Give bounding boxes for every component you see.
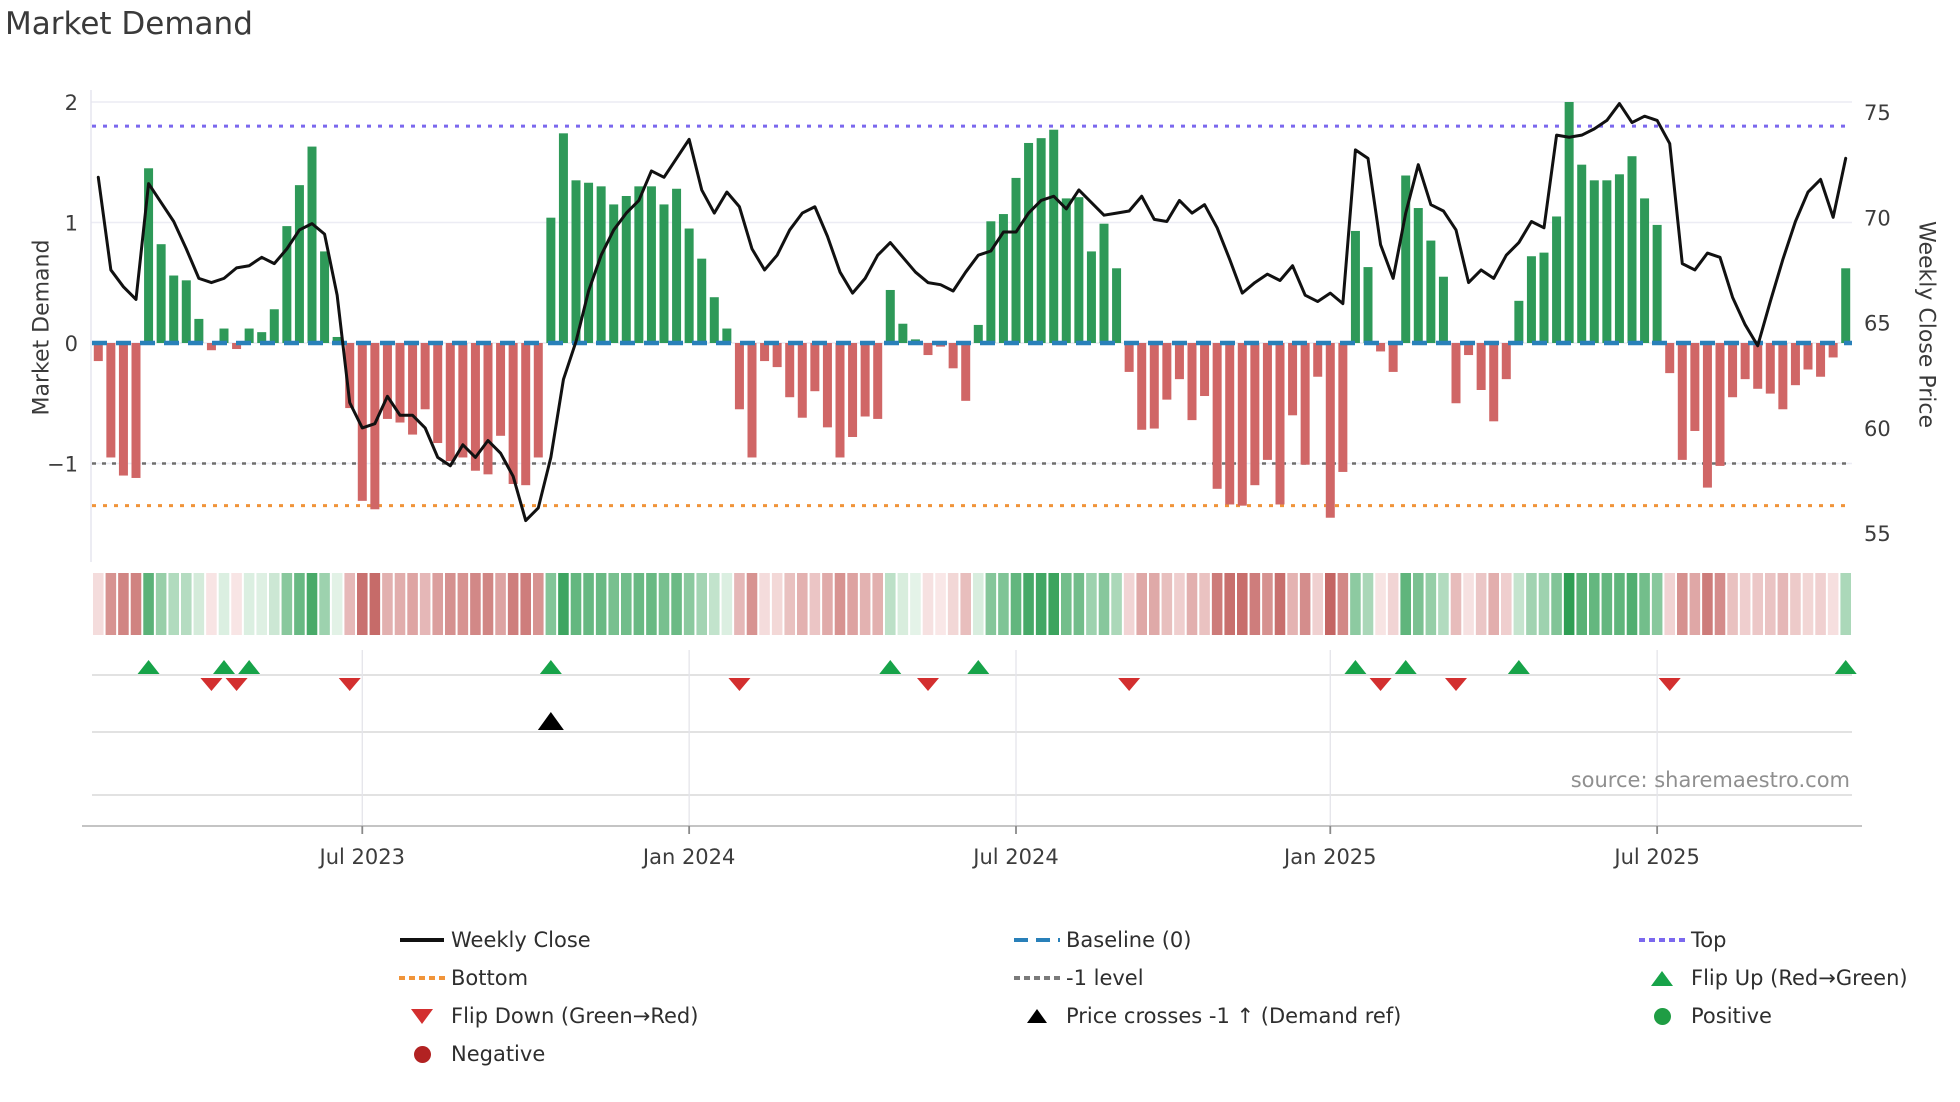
legend-item-label: Top — [1691, 928, 1727, 952]
legend-item: Flip Up (Red→Green) — [1633, 959, 1908, 997]
legend-item-label: Positive — [1691, 1004, 1772, 1028]
flip-down-icon — [338, 678, 361, 691]
tick-labels: 2 1 0 −1 75 70 65 60 55 Jul 2023 Jan 2024 Jul 2024 J… — [47, 91, 1891, 869]
flip-down-icon — [917, 678, 939, 691]
tri-up-green-icon — [1633, 970, 1691, 986]
legend-item-label: -1 level — [1066, 966, 1144, 990]
flip-down-icon — [1445, 678, 1467, 691]
flip-markers — [137, 660, 1857, 730]
gridlines — [90, 90, 1852, 562]
flip-down-icon — [1369, 678, 1392, 691]
dotted-orange-icon — [393, 976, 451, 980]
flip-up-icon — [1394, 660, 1417, 674]
source-credit: source: sharemaestro.com — [1570, 768, 1850, 792]
legend-item: Baseline (0) — [1008, 921, 1401, 959]
flip-up-icon — [213, 660, 235, 674]
tri-up-black-icon — [1008, 1009, 1066, 1023]
demand-bars — [93, 102, 1851, 518]
flip-up-icon — [238, 660, 261, 674]
legend-item-label: Baseline (0) — [1066, 928, 1192, 952]
flip-up-icon — [1507, 660, 1530, 674]
legend-item-label: Weekly Close — [451, 928, 591, 952]
flip-down-icon — [1658, 678, 1681, 691]
flip-down-icon — [728, 678, 751, 691]
dotted-purple-icon — [1633, 938, 1691, 942]
svg-text:Jul 2025: Jul 2025 — [1612, 845, 1699, 869]
svg-text:55: 55 — [1864, 522, 1891, 546]
legend-item: Flip Down (Green→Red) — [393, 997, 698, 1035]
svg-text:60: 60 — [1864, 417, 1891, 441]
price-line — [96, 102, 1848, 523]
flip-down-icon — [225, 678, 248, 691]
legend-item: Bottom — [393, 959, 698, 997]
reference-lines — [92, 124, 1852, 508]
legend-item: Price crosses -1 ↑ (Demand ref) — [1008, 997, 1401, 1035]
svg-text:75: 75 — [1864, 101, 1891, 125]
legend-item-label: Flip Up (Red→Green) — [1691, 966, 1908, 990]
circle-darkred-icon — [393, 1045, 451, 1063]
svg-text:2: 2 — [65, 91, 78, 115]
flip-down-icon — [1118, 678, 1141, 691]
legend-item-label: Negative — [451, 1042, 546, 1066]
svg-text:Jul 2024: Jul 2024 — [971, 845, 1058, 869]
flip-up-icon — [137, 660, 160, 674]
flip-up-icon — [1344, 660, 1367, 674]
line-black-icon — [393, 938, 451, 942]
legend: Weekly Close Bottom Flip Down (Green→Red) N… — [0, 921, 1960, 1091]
svg-text:70: 70 — [1864, 206, 1891, 230]
svg-text:65: 65 — [1864, 312, 1891, 336]
svg-text:−1: −1 — [47, 453, 78, 477]
tri-down-red-icon — [393, 1008, 451, 1024]
svg-text:Jan 2025: Jan 2025 — [1282, 845, 1377, 869]
marker-panels — [82, 650, 1862, 834]
price-cross-icon — [537, 712, 564, 730]
heatmap-strip — [93, 573, 1851, 635]
legend-item: -1 level — [1008, 959, 1401, 997]
flip-up-icon — [879, 660, 902, 674]
flip-up-icon — [539, 660, 562, 674]
page-title: Market Demand — [5, 6, 253, 42]
flip-down-icon — [200, 678, 223, 691]
legend-column-1: Weekly Close Bottom Flip Down (Green→Red) N… — [393, 921, 698, 1073]
flip-up-icon — [1834, 660, 1857, 674]
flip-up-icon — [967, 660, 990, 674]
legend-item-label: Price crosses -1 ↑ (Demand ref) — [1066, 1004, 1402, 1028]
legend-item-label: Bottom — [451, 966, 529, 990]
svg-text:0: 0 — [65, 332, 78, 356]
svg-text:1: 1 — [65, 212, 78, 236]
legend-item-label: Flip Down (Green→Red) — [451, 1004, 699, 1028]
svg-text:Jan 2024: Jan 2024 — [641, 845, 736, 869]
dashed-blue-icon — [1008, 938, 1066, 942]
legend-column-2: Baseline (0) -1 level Price crosses -1 ↑ (… — [1008, 921, 1401, 1035]
dotted-gray-icon — [1008, 976, 1066, 980]
legend-item: Negative — [393, 1035, 698, 1073]
svg-text:Jul 2023: Jul 2023 — [318, 845, 405, 869]
circle-green-icon — [1633, 1007, 1691, 1025]
legend-item: Top — [1633, 921, 1908, 959]
legend-item: Positive — [1633, 997, 1908, 1035]
legend-item: Weekly Close — [393, 921, 698, 959]
legend-column-3: Top Flip Up (Red→Green) Positive — [1633, 921, 1908, 1035]
